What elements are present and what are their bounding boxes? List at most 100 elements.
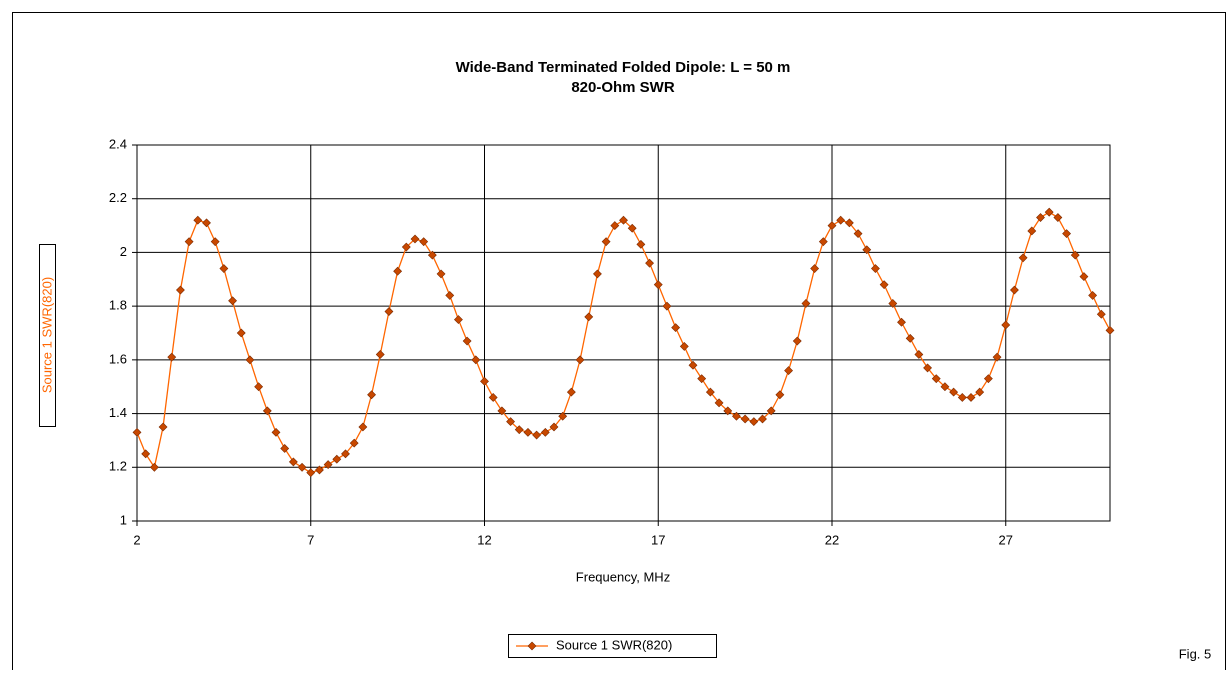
y-tick-label: 1.8 bbox=[109, 298, 127, 313]
x-tick-label: 12 bbox=[477, 532, 491, 547]
data-point bbox=[740, 414, 750, 424]
x-tick-label: 27 bbox=[999, 532, 1013, 547]
data-point bbox=[219, 264, 229, 273]
x-tick-label: 7 bbox=[307, 532, 314, 547]
data-point bbox=[758, 414, 767, 424]
data-point bbox=[931, 374, 941, 384]
data-point bbox=[445, 290, 455, 300]
data-point bbox=[288, 457, 298, 467]
data-point bbox=[653, 280, 663, 290]
data-point bbox=[1096, 309, 1106, 319]
data-point bbox=[897, 317, 906, 327]
data-point bbox=[619, 215, 628, 225]
data-point bbox=[549, 422, 559, 432]
data-point bbox=[497, 406, 507, 416]
x-tick-label: 2 bbox=[133, 532, 140, 547]
data-point bbox=[427, 250, 437, 260]
data-point bbox=[167, 352, 177, 362]
data-point bbox=[836, 215, 846, 225]
data-point bbox=[315, 465, 324, 475]
data-point bbox=[367, 390, 376, 400]
data-point bbox=[149, 462, 159, 472]
data-point bbox=[810, 264, 820, 273]
data-point bbox=[1036, 213, 1045, 222]
y-tick-label: 2.4 bbox=[109, 136, 127, 151]
legend-label: Source 1 SWR(820) bbox=[556, 637, 672, 652]
data-point bbox=[271, 427, 281, 437]
data-point bbox=[645, 258, 654, 268]
data-point bbox=[784, 366, 793, 376]
data-point bbox=[1044, 207, 1054, 217]
legend-marker bbox=[527, 641, 537, 651]
data-point bbox=[358, 422, 368, 432]
data-point bbox=[401, 242, 411, 252]
data-point bbox=[766, 406, 776, 416]
y-tick-label: 1.2 bbox=[109, 459, 127, 474]
data-point bbox=[254, 382, 264, 392]
data-point bbox=[749, 417, 759, 427]
y-tick-label: 2 bbox=[120, 244, 127, 259]
data-point bbox=[983, 374, 993, 384]
data-point bbox=[593, 269, 602, 279]
data-point bbox=[332, 454, 342, 464]
data-point bbox=[714, 398, 724, 408]
data-point bbox=[1018, 253, 1028, 263]
data-point bbox=[306, 468, 316, 478]
data-point bbox=[236, 328, 246, 338]
data-point bbox=[480, 376, 489, 386]
data-point bbox=[1027, 226, 1037, 236]
data-point bbox=[506, 417, 515, 427]
data-point bbox=[462, 336, 472, 346]
data-point bbox=[176, 285, 185, 295]
data-point bbox=[558, 411, 568, 421]
data-point bbox=[1062, 229, 1071, 239]
data-point bbox=[818, 237, 828, 247]
data-point bbox=[732, 411, 741, 421]
data-point bbox=[210, 237, 220, 247]
data-point bbox=[375, 350, 385, 359]
data-point bbox=[184, 237, 194, 247]
y-tick-label: 1.4 bbox=[109, 405, 127, 420]
data-point bbox=[228, 296, 237, 306]
y-tick-label: 1.6 bbox=[109, 351, 127, 366]
data-point bbox=[627, 223, 637, 233]
data-point bbox=[384, 307, 394, 316]
data-point bbox=[566, 387, 576, 397]
data-point bbox=[410, 234, 420, 244]
data-point bbox=[158, 422, 168, 432]
data-point bbox=[341, 449, 350, 459]
data-point bbox=[471, 355, 481, 365]
data-point bbox=[454, 315, 463, 324]
data-point bbox=[705, 387, 715, 397]
data-point bbox=[514, 425, 524, 435]
data-point bbox=[532, 430, 542, 440]
data-point bbox=[879, 280, 889, 290]
plot-area bbox=[136, 144, 1111, 522]
data-point bbox=[610, 221, 620, 230]
y-tick-label: 2.2 bbox=[109, 190, 127, 205]
x-tick-label: 22 bbox=[825, 532, 839, 547]
data-point bbox=[141, 449, 151, 459]
x-tick-label: 17 bbox=[651, 532, 665, 547]
data-point bbox=[1010, 285, 1019, 295]
data-point bbox=[636, 239, 646, 249]
data-point bbox=[436, 269, 446, 279]
data-point bbox=[992, 352, 1002, 362]
y-axis-label-box bbox=[39, 244, 56, 427]
data-point bbox=[905, 333, 915, 343]
data-point bbox=[1053, 213, 1063, 222]
chart-subtitle: 820-Ohm SWR bbox=[571, 79, 675, 96]
data-point bbox=[1001, 320, 1011, 330]
data-point bbox=[723, 406, 733, 416]
data-point bbox=[540, 427, 550, 437]
data-point bbox=[297, 462, 307, 472]
data-point bbox=[923, 363, 932, 373]
data-point bbox=[1079, 272, 1089, 282]
data-point bbox=[697, 374, 707, 384]
data-point bbox=[940, 382, 950, 392]
data-point bbox=[323, 460, 333, 470]
data-point bbox=[949, 387, 959, 397]
y-axis-label: Source 1 SWR(820) bbox=[39, 277, 54, 393]
data-point bbox=[966, 393, 976, 402]
